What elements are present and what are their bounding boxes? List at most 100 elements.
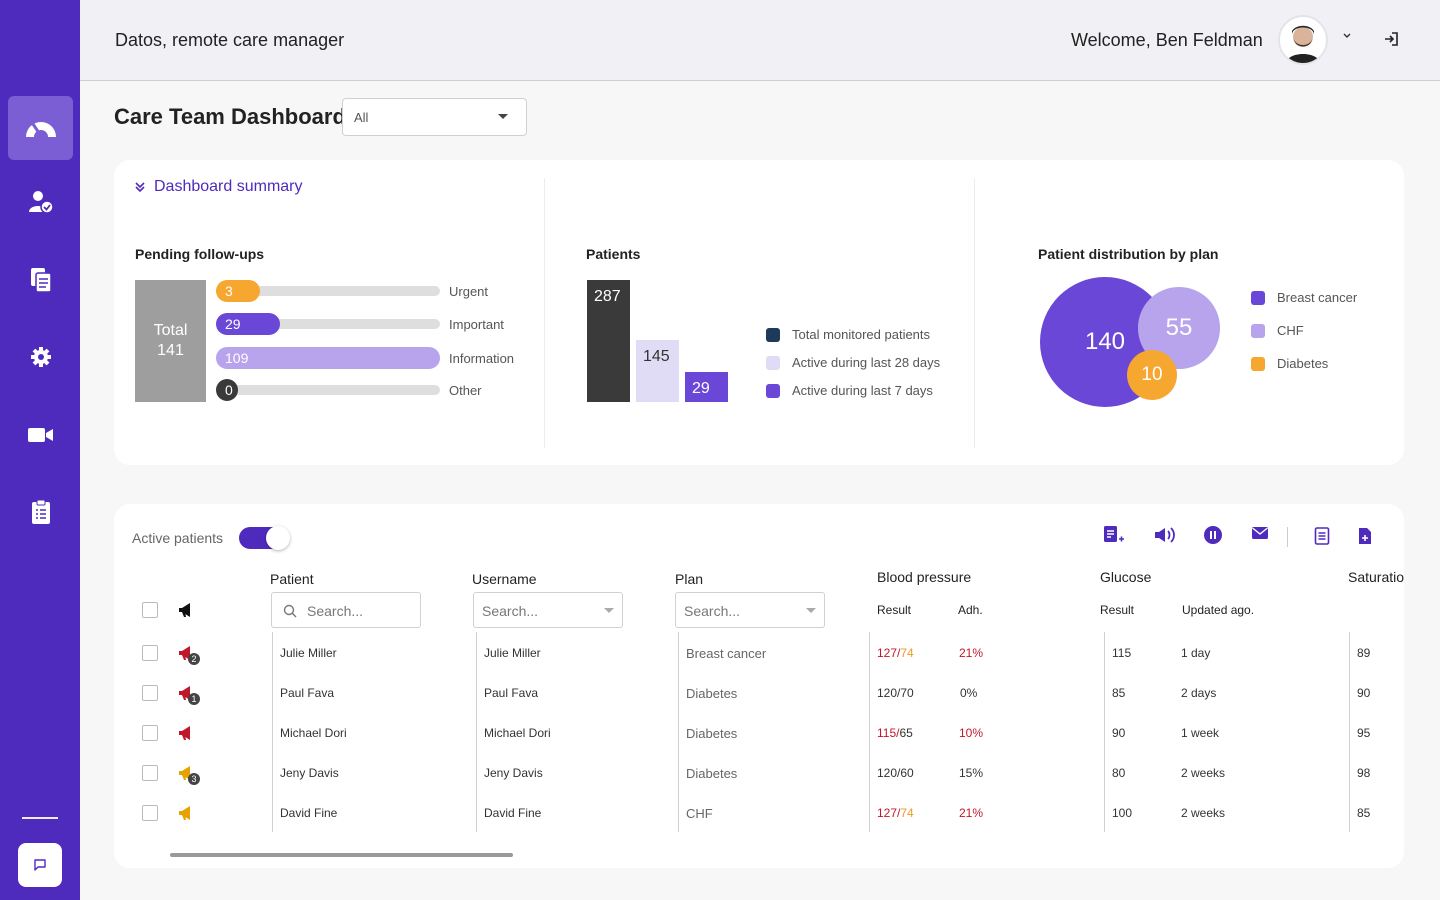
- followup-row: 109 Information: [216, 347, 546, 369]
- legend-swatch: [1251, 323, 1265, 338]
- saturation-result: 85: [1357, 806, 1371, 820]
- video-icon: [27, 428, 53, 442]
- patient-name[interactable]: Jeny Davis: [280, 766, 339, 780]
- user-photo-icon: [1286, 25, 1320, 63]
- gear-icon: [30, 347, 51, 367]
- username: David Fine: [484, 806, 542, 820]
- chat-button[interactable]: [18, 843, 62, 887]
- sidebar-item-documents[interactable]: [8, 248, 73, 312]
- select-all-checkbox[interactable]: [142, 602, 158, 618]
- bp-systolic: 115: [877, 726, 897, 740]
- bp-diastolic: 70: [900, 686, 914, 700]
- row-checkbox[interactable]: [142, 645, 158, 661]
- sidebar-item-patients[interactable]: [8, 170, 73, 234]
- patient-name[interactable]: David Fine: [280, 806, 338, 820]
- broadcast-icon[interactable]: [1152, 525, 1176, 545]
- alert-indicator[interactable]: 3: [178, 765, 200, 785]
- distribution-bubble[interactable]: 10: [1127, 350, 1177, 400]
- alert-indicator[interactable]: [178, 805, 200, 825]
- sidebar-item-video[interactable]: [8, 403, 73, 467]
- col-glucose-result[interactable]: Result: [1100, 603, 1135, 617]
- pause-icon[interactable]: [1203, 525, 1223, 545]
- patients-title: Patients: [586, 246, 641, 262]
- caret-down-icon: [498, 114, 508, 119]
- col-blood-pressure[interactable]: Blood pressure: [877, 569, 972, 585]
- bp-separator: /: [897, 686, 901, 700]
- sidebar-divider: [22, 817, 58, 819]
- active-patients-toggle[interactable]: [239, 526, 290, 550]
- patient-name[interactable]: Michael Dori: [280, 726, 347, 740]
- legend-label: Total monitored patients: [792, 327, 931, 342]
- patients-bar[interactable]: 145: [636, 340, 679, 402]
- username: Paul Fava: [484, 686, 539, 700]
- followup-bar[interactable]: 109: [216, 347, 440, 369]
- patients-legend-item: Active during last 28 days: [766, 355, 940, 370]
- username-search-select[interactable]: Search...: [473, 592, 623, 628]
- followup-bar[interactable]: 29: [216, 313, 281, 335]
- plan-search-select[interactable]: Search...: [675, 592, 825, 628]
- col-bp-adherence[interactable]: Adh.: [958, 603, 983, 617]
- followup-bar[interactable]: 3: [216, 280, 260, 302]
- distribution-bubble[interactable]: 55: [1138, 287, 1220, 369]
- column-divider: [869, 632, 870, 832]
- col-glucose[interactable]: Glucose: [1100, 569, 1152, 585]
- row-checkbox[interactable]: [142, 805, 158, 821]
- logout-icon[interactable]: [1382, 30, 1400, 48]
- column-divider: [272, 632, 273, 832]
- row-checkbox[interactable]: [142, 765, 158, 781]
- sidebar: [0, 0, 80, 900]
- patients-bar[interactable]: 287: [587, 280, 630, 402]
- bp-adherence: 10%: [959, 726, 984, 740]
- bp-adherence: 0%: [960, 686, 978, 700]
- dashboard-summary-toggle[interactable]: Dashboard summary: [134, 178, 303, 196]
- mail-icon[interactable]: [1251, 525, 1269, 541]
- distribution-title: Patient distribution by plan: [1038, 246, 1219, 262]
- clipboard-list-icon: [31, 499, 50, 524]
- horizontal-scrollbar[interactable]: [170, 853, 513, 857]
- add-note-icon[interactable]: [1103, 525, 1125, 545]
- sidebar-item-settings[interactable]: [8, 325, 73, 389]
- patient-search-input[interactable]: Search...: [271, 592, 421, 628]
- alert-indicator[interactable]: 1: [178, 685, 200, 705]
- col-username[interactable]: Username: [472, 571, 537, 587]
- alert-indicator[interactable]: [178, 725, 200, 745]
- col-glucose-updated[interactable]: Updated ago.: [1182, 603, 1255, 617]
- distribution-legend-item: CHF: [1251, 323, 1304, 338]
- bp-systolic: 127: [877, 646, 898, 660]
- bubble-value: 140: [1084, 328, 1126, 355]
- sidebar-item-tasks[interactable]: [8, 480, 73, 544]
- team-filter-select[interactable]: All: [342, 98, 527, 136]
- followup-value: 0: [225, 382, 233, 398]
- divider: [974, 178, 975, 448]
- followup-row: 0 Other: [216, 379, 546, 401]
- row-checkbox[interactable]: [142, 725, 158, 741]
- username-search-placeholder: Search...: [482, 603, 539, 619]
- column-divider: [476, 632, 477, 832]
- col-plan[interactable]: Plan: [675, 571, 704, 587]
- document-icon[interactable]: [1314, 527, 1330, 545]
- sidebar-item-dashboard[interactable]: [8, 96, 73, 160]
- col-bp-result[interactable]: Result: [877, 603, 912, 617]
- row-checkbox[interactable]: [142, 685, 158, 701]
- followups-total-label: Total: [153, 322, 188, 339]
- bp-adherence: 21%: [959, 806, 984, 820]
- col-patient[interactable]: Patient: [270, 571, 314, 587]
- followup-bar[interactable]: 0: [216, 379, 238, 401]
- bp-result: 115/65: [877, 726, 913, 740]
- followup-row: 3 Urgent: [216, 280, 546, 302]
- patient-name[interactable]: Paul Fava: [280, 686, 335, 700]
- col-saturation[interactable]: Saturatio: [1348, 569, 1404, 585]
- chevron-down-icon[interactable]: [1342, 32, 1352, 40]
- glucose-updated: 2 days: [1181, 686, 1217, 700]
- legend-label: Active during last 7 days: [792, 383, 933, 398]
- patient-name[interactable]: Julie Miller: [280, 646, 337, 660]
- file-add-icon[interactable]: [1357, 527, 1373, 545]
- active-patients-label: Active patients: [132, 530, 224, 546]
- alert-indicator[interactable]: 2: [178, 645, 200, 665]
- patients-bar[interactable]: 29: [685, 372, 728, 402]
- megaphone-icon[interactable]: [178, 602, 196, 618]
- column-divider: [678, 632, 679, 832]
- bp-separator: /: [897, 646, 901, 660]
- avatar[interactable]: [1278, 15, 1328, 65]
- legend-label: Active during last 28 days: [792, 355, 941, 370]
